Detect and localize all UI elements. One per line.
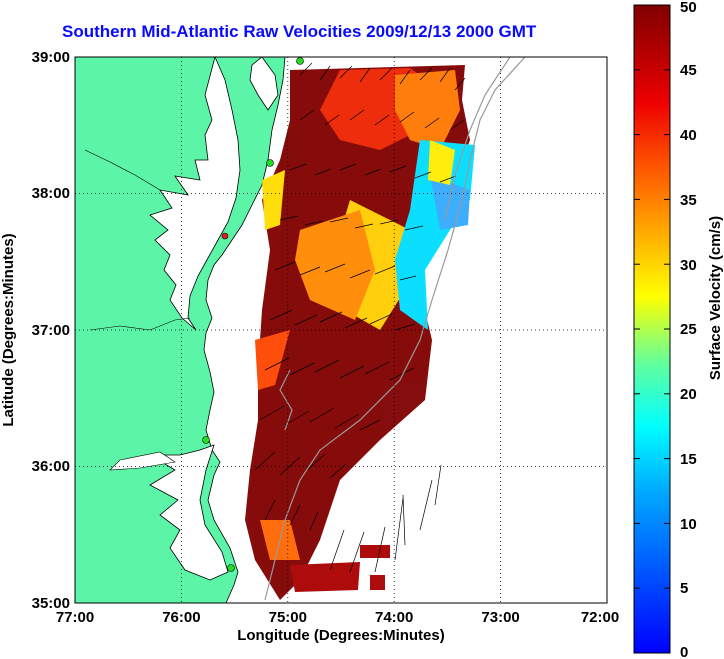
radar-stations (202, 57, 304, 572)
x-axis-ticks: 77:00 76:00 75:00 74:00 73:00 72:00 (56, 609, 619, 626)
x-tick-label: 73:00 (481, 609, 519, 626)
colorbar-tick-label: 45 (680, 62, 697, 79)
velocity-vectors (254, 62, 466, 573)
x-tick-label: 75:00 (269, 609, 307, 626)
y-axis-label: Latitude (Degrees:Minutes) (0, 233, 17, 426)
bathymetry-contours (264, 57, 526, 601)
y-tick-label: 36:00 (32, 458, 70, 475)
colorbar-tick-labels: 50 45 40 35 30 25 20 15 10 5 0 (680, 0, 697, 659)
colorbar-tick-label: 0 (680, 644, 688, 659)
colorbar-ticks (634, 4, 670, 589)
colorbar-tick-label: 15 (680, 451, 697, 468)
x-tick-label: 77:00 (56, 609, 94, 626)
colorbar-tick-label: 50 (680, 0, 697, 16)
y-tick-label: 37:00 (32, 322, 70, 339)
radar-station-marker (221, 232, 229, 240)
river-potomac (84, 149, 161, 191)
y-tick-label: 39:00 (32, 49, 70, 66)
map-title: Southern Mid-Atlantic Raw Velocities 200… (62, 22, 537, 41)
colorbar-label: Surface Velocity (cm/s) (707, 216, 724, 380)
radar-station-marker (266, 159, 274, 167)
delaware-bay (249, 57, 279, 111)
colorbar-tick-label: 20 (680, 386, 697, 403)
pamlico-sound (148, 444, 229, 581)
albemarle-sound (109, 451, 176, 471)
radar-station-marker (202, 436, 210, 444)
colorbar-tick-label: 40 (680, 127, 697, 144)
y-axis-ticks: 39:00 38:00 37:00 36:00 35:00 (32, 49, 70, 612)
velocity-field (245, 65, 475, 600)
radar-station-marker (227, 564, 235, 572)
colorbar-tick-label: 5 (680, 580, 688, 597)
y-tick-label: 38:00 (32, 185, 70, 202)
x-tick-label: 74:00 (375, 609, 413, 626)
colorbar-tick-label: 30 (680, 257, 697, 274)
x-tick-label: 76:00 (162, 609, 200, 626)
colorbar-tick-label: 10 (680, 516, 697, 533)
y-tick-label: 35:00 (32, 595, 70, 612)
plot-frame (74, 56, 608, 604)
grid-lines (75, 57, 607, 603)
x-axis-label: Longitude (Degrees:Minutes) (237, 627, 445, 644)
x-tick-label: 72:00 (581, 609, 619, 626)
colorbar-tick-label: 25 (680, 321, 697, 338)
colorbar-tick-label: 35 (680, 192, 697, 209)
river-james (89, 317, 191, 331)
radar-station-marker (296, 57, 304, 65)
